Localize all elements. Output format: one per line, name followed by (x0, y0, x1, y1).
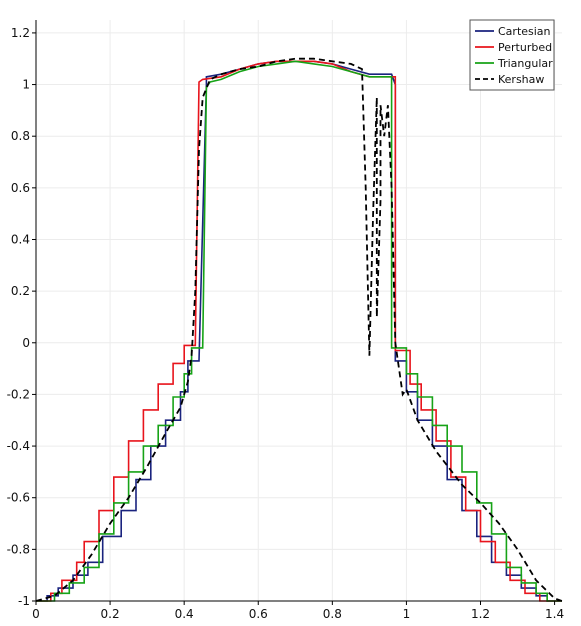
x-tick-label-7: 1.4 (545, 607, 564, 621)
legend-label-cartesian: Cartesian (498, 25, 551, 38)
legend-label-triangular: Triangular (497, 57, 553, 70)
x-tick-label-2: 0.4 (175, 607, 194, 621)
legend-label-perturbed: Perturbed (498, 41, 552, 54)
tick-labels: 0 0.2 0.4 0.6 0.8 1 1.2 1.4 1.2 1 0.8 0.6 0.4 0.2 0 -0.… (7, 26, 565, 621)
y-tick-label-8: -0.4 (7, 439, 30, 453)
x-tick-label-6: 1.2 (471, 607, 490, 621)
y-tick-label-4: 0.4 (11, 232, 30, 246)
x-tick-label-4: 0.8 (323, 607, 342, 621)
x-tick-label-5: 1 (403, 607, 411, 621)
grid (35, 20, 562, 602)
series-group (35, 57, 563, 602)
x-tick-label-3: 0.6 (249, 607, 268, 621)
y-tick-label-11: -1 (18, 594, 30, 608)
legend-label-kershaw: Kershaw (498, 73, 544, 86)
y-tick-label-10: -0.8 (7, 542, 30, 556)
legend: Cartesian Perturbed Triangular Kershaw (469, 19, 555, 91)
series-line-kershaw (35, 57, 563, 602)
x-tick-label-0: 0 (32, 607, 40, 621)
y-tick-label-1: 1 (22, 78, 30, 92)
y-tick-label-9: -0.6 (7, 491, 30, 505)
y-tick-label-2: 0.8 (11, 129, 30, 143)
axes (32, 20, 562, 605)
y-tick-label-3: 0.6 (11, 181, 30, 195)
x-tick-label-1: 0.2 (101, 607, 120, 621)
y-tick-label-7: -0.2 (7, 387, 30, 401)
y-tick-label-6: 0 (22, 336, 30, 350)
series-line-triangular (36, 60, 562, 602)
y-tick-label-5: 0.2 (11, 284, 30, 298)
y-tick-label-0: 1.2 (11, 26, 30, 40)
